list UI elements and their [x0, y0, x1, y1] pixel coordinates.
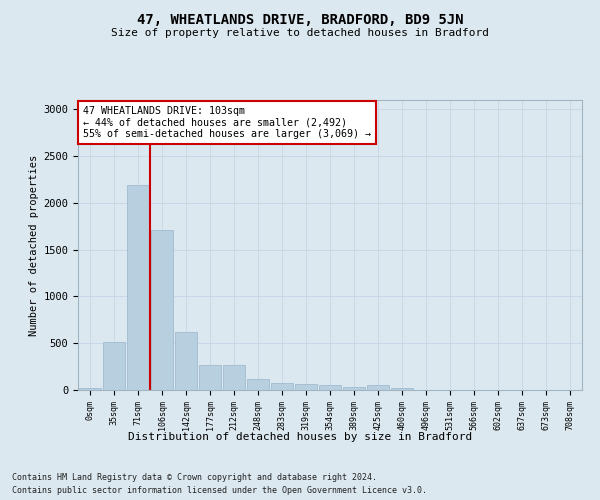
Bar	[319, 386, 341, 390]
Bar	[247, 379, 269, 390]
Bar	[343, 387, 365, 390]
Text: 47 WHEATLANDS DRIVE: 103sqm
← 44% of detached houses are smaller (2,492)
55% of : 47 WHEATLANDS DRIVE: 103sqm ← 44% of det…	[83, 106, 371, 139]
Bar	[79, 388, 101, 390]
Bar	[391, 388, 413, 390]
Bar	[199, 365, 221, 390]
Bar	[127, 185, 149, 390]
Text: 47, WHEATLANDS DRIVE, BRADFORD, BD9 5JN: 47, WHEATLANDS DRIVE, BRADFORD, BD9 5JN	[137, 12, 463, 26]
Bar	[223, 365, 245, 390]
Bar	[103, 342, 125, 390]
Bar	[175, 332, 197, 390]
Bar	[295, 384, 317, 390]
Y-axis label: Number of detached properties: Number of detached properties	[29, 154, 39, 336]
Bar	[367, 385, 389, 390]
Text: Contains HM Land Registry data © Crown copyright and database right 2024.: Contains HM Land Registry data © Crown c…	[12, 472, 377, 482]
Bar	[151, 230, 173, 390]
Bar	[271, 384, 293, 390]
Text: Size of property relative to detached houses in Bradford: Size of property relative to detached ho…	[111, 28, 489, 38]
Text: Distribution of detached houses by size in Bradford: Distribution of detached houses by size …	[128, 432, 472, 442]
Text: Contains public sector information licensed under the Open Government Licence v3: Contains public sector information licen…	[12, 486, 427, 495]
